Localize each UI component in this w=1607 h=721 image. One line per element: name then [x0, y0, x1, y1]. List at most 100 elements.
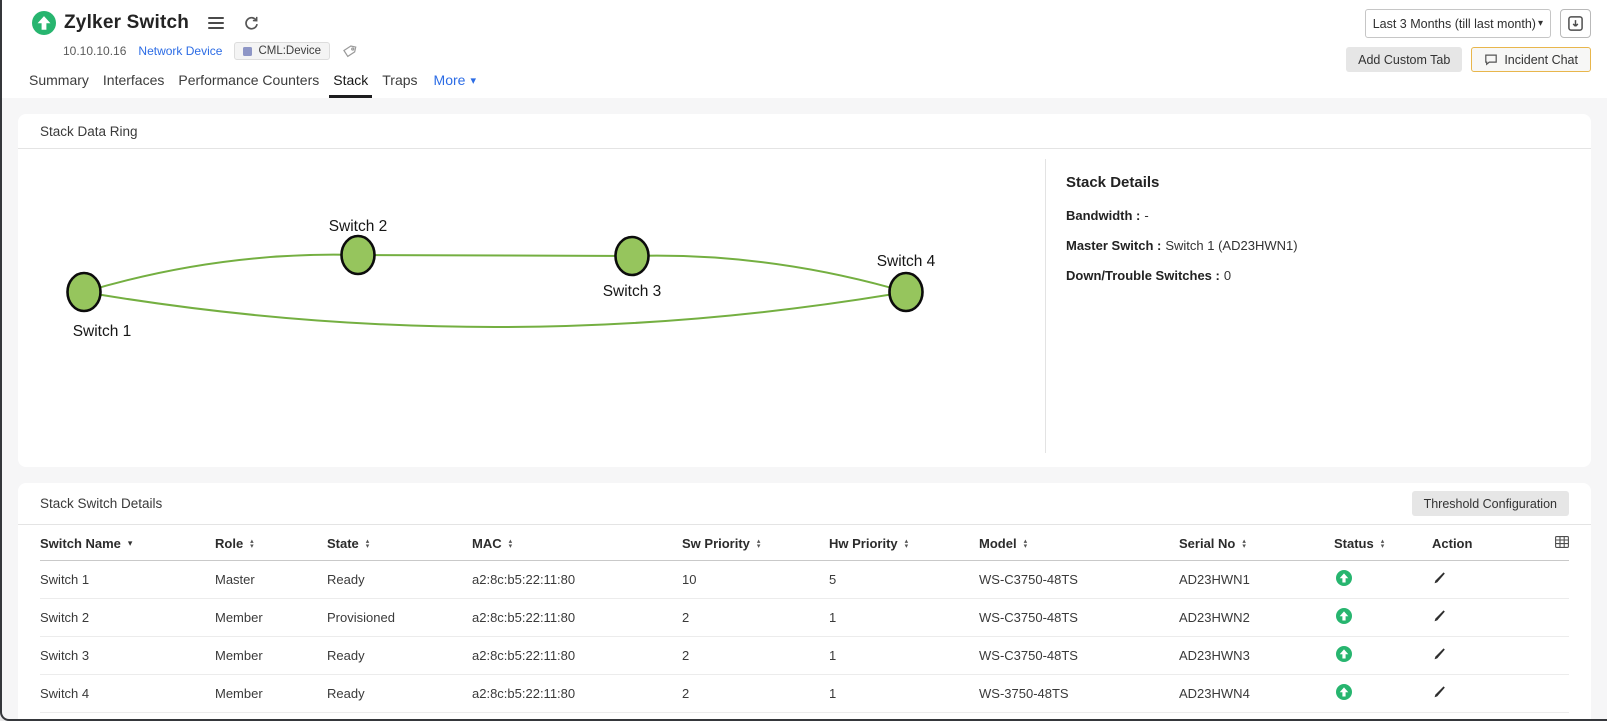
tag-color-swatch: [243, 46, 253, 56]
cell-serial-no: AD23HWN2: [1179, 598, 1334, 637]
master-switch-field: Master Switch : Switch 1 (AD23HWN1): [1066, 238, 1298, 253]
cell-mac: a2:8c:b5:22:11:80: [472, 598, 682, 637]
column-header-serial-no[interactable]: Serial No ▴ ▾: [1179, 525, 1334, 561]
incident-chat-label: Incident Chat: [1504, 52, 1578, 67]
cell-mac: a2:8c:b5:22:11:80: [472, 636, 682, 675]
stack-ring-link: [83, 253, 359, 293]
cell-hw-priority: 1: [829, 674, 979, 713]
column-label: State: [327, 536, 359, 551]
stack-tab-content: Stack Data Ring Switch 1 Switch 2 Switch 3…: [2, 98, 1607, 719]
column-header-status[interactable]: Status ▴ ▾: [1334, 525, 1432, 561]
tab-stack[interactable]: Stack: [329, 72, 373, 98]
sort-icon: ▴ ▾: [1380, 537, 1385, 550]
cell-state: Ready: [327, 674, 472, 713]
tab-performance-counters[interactable]: Performance Counters: [178, 72, 320, 88]
column-chooser-icon[interactable]: [1522, 525, 1569, 561]
column-header-action: Action: [1432, 525, 1522, 561]
add-tag-icon[interactable]: [342, 44, 357, 59]
switch-node-3[interactable]: [614, 235, 650, 277]
down-trouble-switches-field: Down/Trouble Switches :0: [1066, 268, 1232, 283]
cell-role: Member: [215, 636, 327, 675]
tab-interfaces[interactable]: Interfaces: [102, 72, 165, 88]
cell-spacer: [1522, 560, 1569, 599]
cell-spacer: [1522, 674, 1569, 713]
column-header-state[interactable]: State ▴ ▾: [327, 525, 472, 561]
threshold-configuration-button[interactable]: Threshold Configuration: [1411, 491, 1569, 516]
cell-hw-priority: 5: [829, 560, 979, 599]
tab-more-label: More: [433, 72, 466, 88]
stack-ring-diagram: Switch 1 Switch 2 Switch 3 Switch 4: [18, 149, 1045, 467]
tab-more[interactable]: More ▾: [434, 72, 476, 98]
cell-status: [1334, 674, 1432, 713]
column-label: MAC: [472, 536, 502, 551]
cell-status: [1334, 636, 1432, 675]
cell-sw-priority: 2: [682, 636, 829, 675]
switch-node-1[interactable]: [66, 271, 102, 313]
cell-mac: a2:8c:b5:22:11:80: [472, 674, 682, 713]
cell-mac: a2:8c:b5:22:11:80: [472, 560, 682, 599]
stack-data-ring-title: Stack Data Ring: [18, 114, 1591, 149]
cell-switch-name: Switch 4: [40, 674, 215, 713]
tab-summary[interactable]: Summary: [29, 72, 89, 88]
edit-switch-icon[interactable]: [1432, 571, 1446, 585]
cell-hw-priority: 1: [829, 636, 979, 675]
column-header-mac[interactable]: MAC ▴ ▾: [472, 525, 682, 561]
switch-node-label: Switch 2: [329, 218, 388, 235]
sort-icon: ▴ ▾: [365, 537, 370, 550]
cell-role: Member: [215, 598, 327, 637]
device-ip: 10.10.10.16: [63, 44, 127, 58]
column-header-model[interactable]: Model ▴ ▾: [979, 525, 1179, 561]
status-up-icon: [1336, 646, 1352, 662]
cell-sw-priority: 10: [682, 560, 829, 599]
column-label: Serial No: [1179, 536, 1236, 551]
vertical-divider: [1045, 159, 1046, 453]
sort-icon: ▴ ▾: [508, 537, 513, 550]
column-header-hw-priority[interactable]: Hw Priority ▴ ▾: [829, 525, 979, 561]
switch-node-label: Switch 1: [73, 323, 132, 340]
time-range-select[interactable]: Last 3 Months (till last month) ▾: [1364, 9, 1551, 38]
cell-role: Member: [215, 674, 327, 713]
cell-switch-name: Switch 1: [40, 560, 215, 599]
cell-sw-priority: 2: [682, 598, 829, 637]
status-up-icon: [1336, 684, 1352, 700]
table-row: Switch 1 Master Ready a2:8c:b5:22:11:80 10 5 W…: [40, 560, 1569, 599]
device-tag-chip[interactable]: CML:Device: [234, 42, 331, 60]
sort-icon: ▴ ▾: [756, 537, 761, 550]
sort-icon: ▴ ▾: [1023, 537, 1028, 550]
add-custom-tab-button[interactable]: Add Custom Tab: [1346, 47, 1463, 72]
edit-switch-icon[interactable]: [1432, 647, 1446, 661]
edit-switch-icon[interactable]: [1432, 609, 1446, 623]
switch-node-2[interactable]: [340, 234, 376, 276]
device-type-link[interactable]: Network Device: [138, 44, 223, 58]
incident-chat-button[interactable]: Incident Chat: [1471, 47, 1591, 72]
time-range-value: Last 3 Months (till last month): [1372, 16, 1536, 31]
chevron-down-icon: ▾: [1537, 18, 1543, 29]
column-header-switch-name[interactable]: Switch Name ▾: [40, 525, 215, 561]
cell-model: WS-C3750-48TS: [979, 636, 1179, 675]
column-label: Sw Priority: [682, 536, 750, 551]
switch-node-label: Switch 4: [877, 253, 936, 270]
switch-node-4[interactable]: [888, 271, 924, 313]
cell-serial-no: AD23HWN4: [1179, 674, 1334, 713]
stack-details-title: Stack Details: [1066, 174, 1160, 191]
column-header-sw-priority[interactable]: Sw Priority ▴ ▾: [682, 525, 829, 561]
sort-desc-icon: ▾: [127, 538, 133, 548]
tab-traps[interactable]: Traps: [382, 72, 418, 88]
chevron-down-icon: ▾: [470, 74, 476, 87]
sort-icon: ▴ ▾: [1242, 537, 1246, 550]
column-label: Role: [215, 536, 244, 551]
cell-model: WS-C3750-48TS: [979, 560, 1179, 599]
cell-serial-no: AD23HWN1: [1179, 560, 1334, 599]
cell-hw-priority: 1: [829, 598, 979, 637]
cell-sw-priority: 2: [682, 674, 829, 713]
refresh-icon[interactable]: [243, 15, 260, 32]
sort-icon: ▴ ▾: [250, 537, 254, 550]
bandwidth-field: Bandwidth :-: [1066, 208, 1149, 223]
column-header-role[interactable]: Role ▴ ▾: [215, 525, 327, 561]
stack-ring-link: [631, 254, 907, 293]
cell-state: Ready: [327, 560, 472, 599]
edit-switch-icon[interactable]: [1432, 685, 1446, 699]
table-row: Switch 4 Member Ready a2:8c:b5:22:11:80 2 1 WS…: [40, 674, 1569, 713]
popout-view-button[interactable]: [1560, 9, 1591, 38]
device-menu-icon[interactable]: [205, 14, 227, 32]
